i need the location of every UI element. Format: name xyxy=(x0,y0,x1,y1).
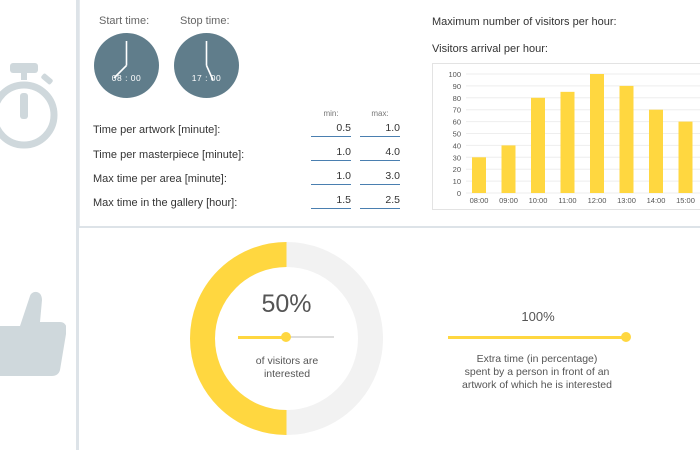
x-tick-label: 12:00 xyxy=(588,196,607,205)
time-per-masterpiece-min-input[interactable]: 1.0 xyxy=(311,146,351,161)
donut-chart xyxy=(190,242,383,435)
panel-divider xyxy=(79,0,80,226)
sidebar xyxy=(0,0,76,450)
interest-percentage: 50% xyxy=(261,290,312,318)
time-per-artwork-max-input[interactable]: 1.0 xyxy=(360,122,400,137)
y-tick-label: 100 xyxy=(448,70,461,79)
interest-slider-fill xyxy=(238,335,286,339)
max-time-in-gallery-max-input[interactable]: 2.5 xyxy=(360,194,400,209)
stop-clock-hands xyxy=(205,41,214,81)
max-time-per-area-max-input[interactable]: 3.0 xyxy=(360,170,400,185)
chart-bar xyxy=(560,91,575,193)
start-time-label: Start time: xyxy=(99,15,150,27)
chart-bar xyxy=(678,121,693,193)
start-clock-hands xyxy=(113,41,128,79)
max-time-in-gallery-min-input[interactable]: 1.5 xyxy=(311,194,351,209)
extra-time-caption-line3: artwork of which he is interested xyxy=(462,379,612,391)
interest-donut xyxy=(190,242,383,435)
time-per-masterpiece-max-input[interactable]: 4.0 xyxy=(360,146,400,161)
chart-svg: 0 10 20 30 40 50 60 70 80 90 100 08:00 09:00 10:00 11:… xyxy=(448,70,700,205)
y-tick-label: 40 xyxy=(453,141,461,150)
sidebar-divider xyxy=(76,0,79,450)
y-tick-label: 70 xyxy=(453,106,461,115)
y-tick-label: 0 xyxy=(457,189,461,198)
y-tick-label: 60 xyxy=(453,118,461,127)
stop-time-value: 17 : 00 xyxy=(191,73,222,83)
chart-bar xyxy=(619,85,634,193)
x-tick-label: 13:00 xyxy=(617,196,636,205)
param-label-max-time-in-gallery: Max time in the gallery [hour]: xyxy=(93,197,238,209)
chart-bar xyxy=(590,74,604,193)
param-label-time-per-artwork: Time per artwork [minute]: xyxy=(93,124,221,136)
interest-slider-knob[interactable] xyxy=(281,332,291,342)
chart-bar xyxy=(649,109,663,193)
stop-time-clock[interactable]: 17 : 00 xyxy=(174,33,239,98)
visitors-arrival-chart: 0 10 20 30 40 50 60 70 80 90 100 08:00 09:00 10:00 11:… xyxy=(432,63,700,210)
x-tick-label: 10:00 xyxy=(529,196,548,205)
chart-bar xyxy=(501,145,516,193)
stop-time-label: Stop time: xyxy=(180,15,230,27)
x-tick-label: 14:00 xyxy=(647,196,666,205)
chart-bar xyxy=(531,97,545,193)
extra-time-caption-line1: Extra time (in percentage) xyxy=(476,353,598,365)
extra-time-caption: Extra time (in percentage) spent by a pe… xyxy=(445,353,629,392)
interest-caption: of visitors are interested xyxy=(230,355,344,381)
start-time-clock[interactable]: 08 : 00 xyxy=(94,33,159,98)
extra-time-slider-fill xyxy=(448,335,626,339)
extra-time-slider-knob[interactable] xyxy=(621,332,631,342)
x-tick-label: 15:00 xyxy=(676,196,695,205)
interest-caption-line2: interested xyxy=(263,368,311,380)
y-tick-label: 90 xyxy=(453,82,461,91)
max-column-header: max: xyxy=(371,109,389,118)
max-visitors-label: Maximum number of visitors per hour: xyxy=(432,16,617,28)
section-divider xyxy=(79,226,700,228)
visitors-arrival-label: Visitors arrival per hour: xyxy=(432,43,548,55)
y-tick-label: 80 xyxy=(453,94,461,103)
time-per-artwork-min-input[interactable]: 0.5 xyxy=(311,122,351,137)
interest-caption-line1: of visitors are xyxy=(255,355,319,367)
y-tick-label: 10 xyxy=(453,177,461,186)
extra-time-percentage: 100% xyxy=(521,309,555,324)
x-tick-label: 08:00 xyxy=(470,196,489,205)
start-time-value: 08 : 00 xyxy=(111,73,142,83)
max-time-per-area-min-input[interactable]: 1.0 xyxy=(311,170,351,185)
y-tick-label: 30 xyxy=(453,153,461,162)
param-label-time-per-masterpiece: Time per masterpiece [minute]: xyxy=(93,149,245,161)
min-column-header: min: xyxy=(323,109,339,118)
param-label-max-time-per-area: Max time per area [minute]: xyxy=(93,173,227,185)
donut-fill xyxy=(190,242,287,435)
extra-time-caption-line2: spent by a person in front of an xyxy=(464,366,610,378)
y-tick-label: 50 xyxy=(453,130,461,139)
thumbs-up-icon[interactable] xyxy=(0,286,66,378)
y-tick-label: 20 xyxy=(453,165,461,174)
x-tick-label: 09:00 xyxy=(499,196,518,205)
stopwatch-icon[interactable] xyxy=(0,60,60,158)
chart-bar xyxy=(472,157,486,193)
x-tick-label: 11:00 xyxy=(558,196,576,205)
